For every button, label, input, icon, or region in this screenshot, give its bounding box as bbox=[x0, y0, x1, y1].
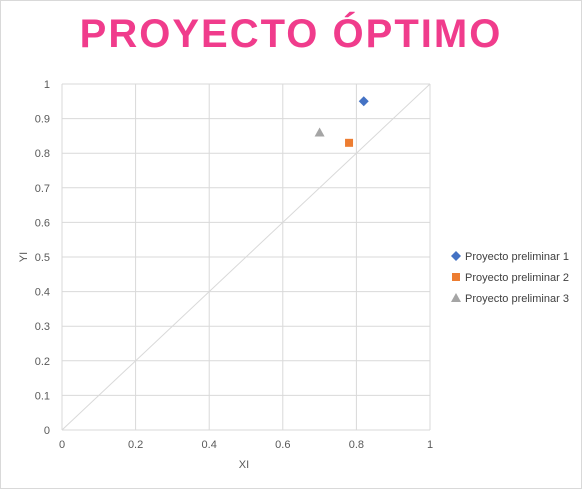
data-point-series-2 bbox=[345, 138, 354, 147]
y-tick-label: 1 bbox=[44, 79, 50, 91]
y-tick-labels: 0 0.1 0.2 0.3 0.4 0.5 0.6 0.7 0.8 0.9 1 bbox=[35, 79, 50, 437]
diagonal-line bbox=[61, 83, 431, 431]
x-tick-labels: 0 0.2 0.4 0.6 0.8 1 bbox=[59, 439, 433, 451]
y-tick-label: 0.7 bbox=[35, 183, 50, 195]
y-tick-label: 0.6 bbox=[35, 217, 50, 229]
legend-marker-2 bbox=[452, 273, 460, 281]
data-point-series-3 bbox=[314, 127, 325, 137]
y-tick-label: 0.4 bbox=[35, 287, 50, 299]
y-axis-label: YI bbox=[18, 252, 30, 262]
x-tick-label: 0.2 bbox=[128, 439, 143, 451]
y-tick-label: 0.1 bbox=[35, 390, 50, 402]
legend-marker-3 bbox=[451, 293, 461, 302]
y-tick-label: 0.5 bbox=[35, 252, 50, 264]
x-tick-label: 0.8 bbox=[349, 439, 364, 451]
y-tick-label: 0.2 bbox=[35, 356, 50, 368]
legend-label-3: Proyecto preliminar 3 bbox=[465, 293, 569, 305]
x-axis-label: XI bbox=[239, 459, 249, 471]
y-tick-label: 0 bbox=[44, 425, 50, 437]
x-tick-label: 1 bbox=[427, 439, 433, 451]
legend-marker-1 bbox=[451, 251, 461, 261]
x-tick-label: 0.4 bbox=[202, 439, 217, 451]
legend-label-2: Proyecto preliminar 2 bbox=[465, 272, 569, 284]
legend-label-1: Proyecto preliminar 1 bbox=[465, 251, 569, 263]
legend: Proyecto preliminar 1 Proyecto preliminar… bbox=[451, 251, 569, 305]
y-tick-label: 0.3 bbox=[35, 321, 50, 333]
x-tick-label: 0 bbox=[59, 439, 65, 451]
y-tick-label: 0.8 bbox=[35, 148, 50, 160]
data-point-series-1 bbox=[358, 96, 369, 107]
chart-title: PROYECTO ÓPTIMO bbox=[79, 12, 503, 56]
y-tick-label: 0.9 bbox=[35, 114, 50, 126]
x-tick-label: 0.6 bbox=[275, 439, 290, 451]
data-points bbox=[314, 96, 369, 147]
reference-line bbox=[61, 83, 431, 431]
